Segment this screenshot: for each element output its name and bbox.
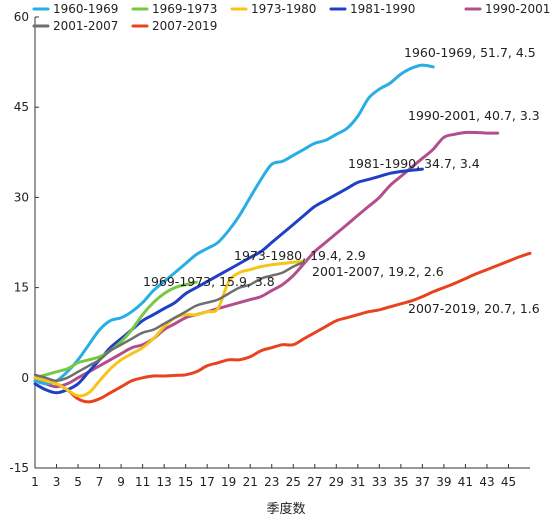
x-tick-label: 1 [31, 475, 39, 489]
x-tick-label: 9 [117, 475, 125, 489]
x-tick-label: 15 [178, 475, 193, 489]
x-tick-label: 27 [307, 475, 322, 489]
annotation-label: 1969-1973, 15.9, 3.8 [143, 274, 275, 289]
x-tick-label: 45 [501, 475, 516, 489]
legend-label: 1960-1969 [53, 2, 118, 16]
series-line-1960-1969 [33, 63, 435, 386]
x-tick-label: 23 [264, 475, 279, 489]
x-tick-label: 17 [200, 475, 215, 489]
annotation-label: 1990-2001, 40.7, 3.3 [408, 108, 540, 123]
y-tick-label: 45 [14, 100, 29, 114]
legend-label: 2007-2019 [152, 19, 217, 33]
series-line-2001-2007 [33, 261, 306, 383]
y-tick-label: 30 [14, 190, 29, 204]
x-tick-label: 13 [156, 475, 171, 489]
x-axis-title: 季度数 [266, 501, 305, 517]
x-tick-label: 35 [393, 475, 408, 489]
legend-label: 1969-1973 [152, 2, 217, 16]
annotation-label: 1973-1980, 19.4, 2.9 [234, 248, 366, 263]
x-tick-label: 29 [329, 475, 344, 489]
y-tick-label: 0 [21, 371, 29, 385]
x-tick-label: 43 [479, 475, 494, 489]
x-tick-label: 39 [436, 475, 451, 489]
annotation-label: 2007-2019, 20.7, 1.6 [408, 301, 540, 316]
annotation-label: 1960-1969, 51.7, 4.5 [404, 45, 536, 60]
legend-label: 1973-1980 [251, 2, 316, 16]
chart-annotations: 1960-1969, 51.7, 4.5 1990-2001, 40.7, 3.3… [143, 45, 540, 316]
series-line-2007-2019 [33, 251, 532, 404]
x-tick-label: 3 [53, 475, 61, 489]
x-tick-label: 7 [96, 475, 104, 489]
x-tick-label: 25 [286, 475, 301, 489]
legend-label: 1990-2001 [485, 2, 550, 16]
chart-legend: 1960-1969 1969-1973 1973-1980 1981-1990 1990… [32, 2, 550, 33]
legend-label: 1981-1990 [350, 2, 415, 16]
x-tick-label: 19 [221, 475, 236, 489]
annotation-label: 1981-1990, 34.7, 3.4 [348, 156, 480, 171]
x-tick-label: 37 [415, 475, 430, 489]
y-tick-label: -15 [9, 461, 29, 475]
y-tick-label: 60 [14, 10, 29, 24]
x-tick-label: 5 [74, 475, 82, 489]
x-tick-label: 41 [458, 475, 473, 489]
x-tick-label: 21 [243, 475, 258, 489]
y-tick-label: 15 [14, 281, 29, 295]
annotation-label: 2001-2007, 19.2, 2.6 [312, 264, 444, 279]
legend-label: 2001-2007 [53, 19, 118, 33]
series-line-1990-2001 [33, 130, 500, 389]
x-tick-label: 11 [135, 475, 150, 489]
x-tick-label: 33 [372, 475, 387, 489]
chart-series [33, 63, 532, 404]
x-tick-label: 31 [350, 475, 365, 489]
